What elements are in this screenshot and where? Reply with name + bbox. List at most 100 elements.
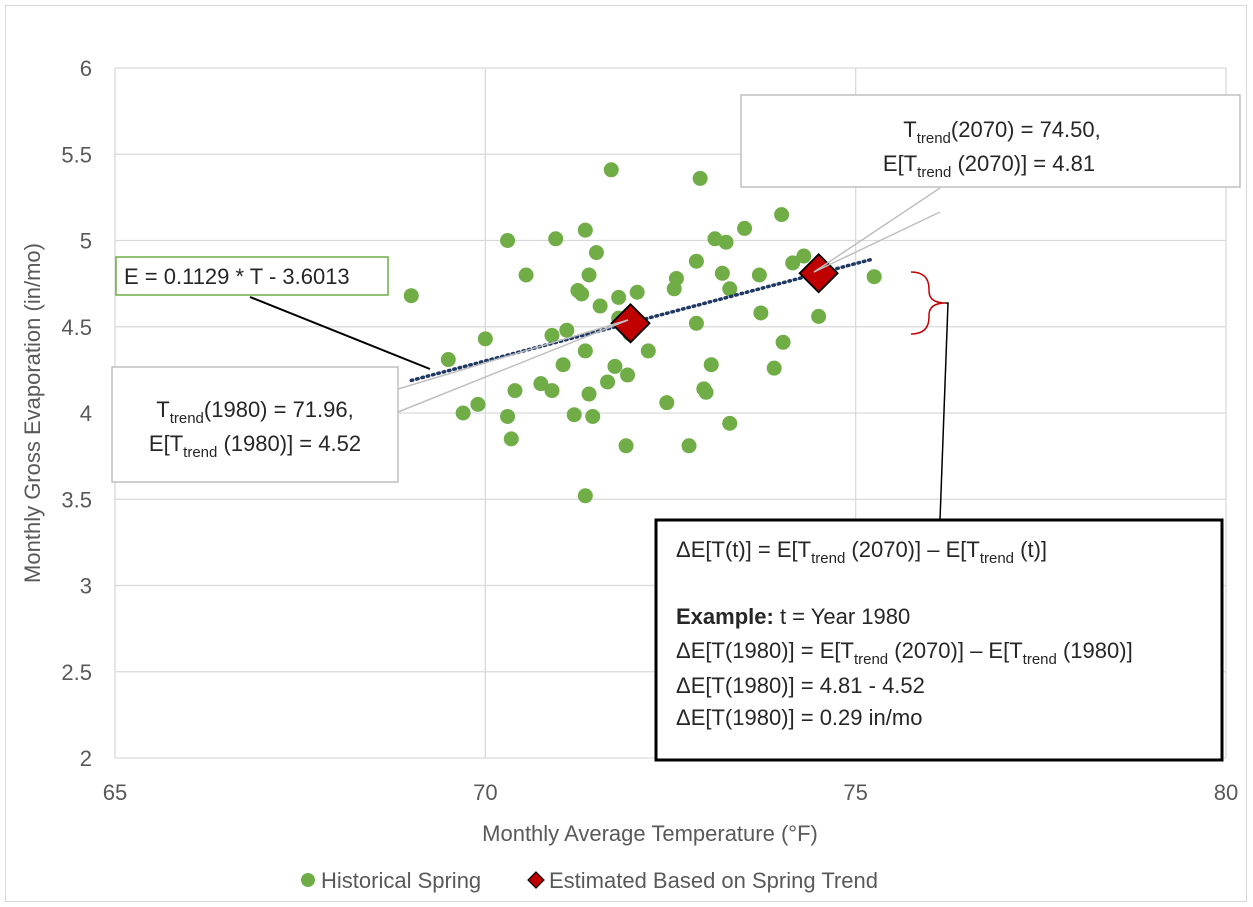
- data-point: [592, 298, 608, 314]
- data-point: [688, 315, 704, 331]
- data-point: [796, 248, 812, 264]
- data-point: [470, 396, 486, 412]
- data-point: [737, 220, 753, 236]
- data-point: [518, 267, 534, 283]
- data-point: [574, 286, 590, 302]
- data-point: [566, 407, 582, 423]
- historical-points: [403, 148, 882, 504]
- delta-brace: [910, 271, 947, 335]
- data-point: [500, 408, 516, 424]
- callout-2070-line2: E[Ttrend (2070)] = 4.81: [883, 151, 1095, 181]
- x-tick-labels: 65 70 75 80: [103, 780, 1238, 805]
- example-result-line: ΔE[T(1980)] = 0.29 in/mo: [676, 705, 922, 730]
- data-point: [698, 384, 714, 400]
- data-point: [603, 162, 619, 178]
- delta-formula-line: ΔE[T(t)] = E[Ttrend (2070)] – E[Ttrend (…: [676, 537, 1047, 567]
- y-axis-label: Monthly Gross Evaporation (in/mo): [20, 243, 45, 583]
- data-point: [533, 376, 549, 392]
- data-point: [775, 334, 791, 350]
- estimated-points: [610, 253, 839, 344]
- data-point: [668, 270, 684, 286]
- example-values-line: ΔE[T(1980)] = 4.81 - 4.52: [676, 673, 925, 698]
- data-point: [581, 267, 597, 283]
- data-point: [588, 245, 604, 261]
- equation-leader: [249, 296, 431, 370]
- data-point: [585, 408, 601, 424]
- callout-2070-line1: Ttrend(2070) = 74.50,: [903, 117, 1101, 147]
- data-point: [544, 327, 560, 343]
- delta-explanation-box: [654, 518, 1224, 762]
- x-axis-label: Monthly Average Temperature (°F): [482, 821, 818, 846]
- data-point: [751, 267, 767, 283]
- data-point: [600, 374, 616, 390]
- data-point: [714, 265, 730, 281]
- data-point: [681, 438, 697, 454]
- example-line: Example: t = Year 1980: [676, 604, 910, 629]
- y-tick-labels: 2 2.5 3 3.5 4 4.5 5 5.5 6: [61, 56, 92, 771]
- x-tick-label: 80: [1214, 780, 1238, 805]
- legend: Historical Spring Estimated Based on Spr…: [301, 868, 878, 893]
- callout-1980-line1: Ttrend(1980) = 71.96,: [156, 397, 354, 427]
- x-tick-label: 70: [473, 780, 497, 805]
- data-point: [544, 383, 560, 399]
- data-point: [503, 431, 519, 447]
- y-tick-label: 2: [80, 746, 92, 771]
- data-point: [440, 352, 456, 368]
- data-point: [774, 207, 790, 223]
- callout-1980-leader-a: [397, 319, 629, 390]
- data-point: [866, 269, 882, 285]
- y-tick-label: 3: [80, 574, 92, 599]
- data-point: [785, 255, 801, 271]
- callout-1980-leader-b: [397, 319, 629, 413]
- callout-2070-leader-b: [813, 211, 941, 273]
- data-point: [618, 438, 634, 454]
- estimated-point: [798, 253, 839, 294]
- y-tick-label: 4.5: [61, 315, 92, 340]
- callout-1980-line2: E[Ttrend (1980)] = 4.52: [149, 431, 361, 461]
- data-point: [607, 358, 623, 374]
- data-point: [766, 360, 782, 376]
- data-point: [455, 405, 471, 421]
- legend-circle-icon: [301, 873, 315, 887]
- data-point: [577, 222, 593, 238]
- y-tick-label: 6: [80, 56, 92, 81]
- data-point: [581, 386, 597, 402]
- chart-frame: [5, 5, 1247, 902]
- legend-label-estimated: Estimated Based on Spring Trend: [549, 868, 878, 893]
- data-point: [577, 343, 593, 359]
- y-tick-label: 4: [80, 401, 92, 426]
- y-tick-label: 5.5: [61, 142, 92, 167]
- callout-2070-leader-a: [813, 187, 941, 273]
- legend-diamond-icon: [527, 871, 545, 889]
- data-point: [703, 357, 719, 373]
- data-point: [629, 284, 645, 300]
- data-point: [611, 289, 627, 305]
- equation-text: E = 0.1129 * T - 3.6013: [124, 264, 350, 289]
- legend-label-historical: Historical Spring: [321, 868, 481, 893]
- data-point: [692, 170, 708, 186]
- y-tick-label: 3.5: [61, 487, 92, 512]
- example-formula-line: ΔE[T(1980)] = E[Ttrend (2070)] – E[Ttren…: [676, 638, 1133, 668]
- data-point: [555, 357, 571, 373]
- x-tick-label: 75: [843, 780, 867, 805]
- callout-2070-box: [740, 94, 1241, 188]
- data-point: [659, 395, 675, 411]
- data-point: [500, 233, 516, 248]
- data-point: [559, 322, 575, 338]
- callout-1980-box: [111, 366, 399, 483]
- estimated-point: [610, 303, 651, 344]
- data-point: [688, 253, 704, 269]
- y-tick-label: 5: [80, 229, 92, 254]
- data-point: [477, 331, 493, 347]
- data-point: [718, 234, 734, 250]
- data-point: [811, 308, 827, 324]
- x-tick-label: 65: [103, 780, 127, 805]
- brace-leader: [939, 302, 949, 521]
- data-point: [620, 367, 636, 383]
- data-point: [722, 415, 738, 431]
- data-point: [403, 288, 419, 304]
- data-point: [577, 488, 593, 504]
- data-point: [548, 231, 564, 247]
- data-point: [507, 383, 523, 399]
